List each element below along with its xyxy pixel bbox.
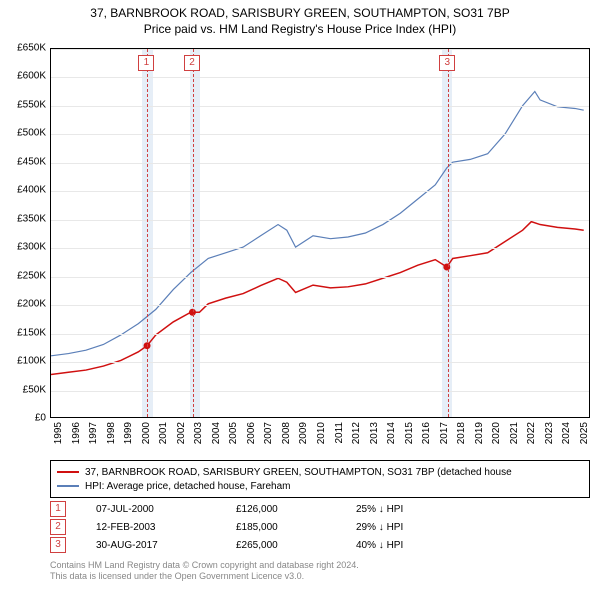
x-axis-label: 2003 [193,422,204,452]
x-axis-label: 2017 [439,422,450,452]
sales-diff: 29% ↓ HPI [356,522,476,533]
y-axis-label: £200K [2,299,46,310]
legend-label: HPI: Average price, detached house, Fare… [85,481,291,492]
sales-row: 2 12-FEB-2003£185,00029% ↓ HPI [50,518,590,536]
x-axis-label: 2002 [176,422,187,452]
legend-swatch-blue [57,485,79,487]
x-axis-label: 2022 [526,422,537,452]
legend-item: 37, BARNBROOK ROAD, SARISBURY GREEN, SOU… [57,465,583,479]
sales-table: 1 07-JUL-2000£126,00025% ↓ HPI 2 12-FEB-200… [50,500,590,554]
sales-marker-box: 3 [50,537,66,553]
x-axis-label: 2004 [211,422,222,452]
y-axis-label: £300K [2,242,46,253]
y-axis-label: £0 [2,413,46,424]
y-axis-label: £100K [2,356,46,367]
sales-price: £126,000 [236,504,356,515]
series-red [51,222,584,375]
sales-row: 3 30-AUG-2017£265,00040% ↓ HPI [50,536,590,554]
y-axis-label: £350K [2,213,46,224]
sales-diff: 40% ↓ HPI [356,540,476,551]
y-axis-label: £450K [2,156,46,167]
y-axis-label: £550K [2,99,46,110]
sale-marker-2: 2 [184,55,200,71]
attribution-line: Contains HM Land Registry data © Crown c… [50,560,590,571]
sales-marker-box: 1 [50,501,66,517]
sales-date: 30-AUG-2017 [96,540,236,551]
sales-date: 12-FEB-2003 [96,522,236,533]
x-axis-label: 2007 [263,422,274,452]
x-axis-label: 1995 [53,422,64,452]
x-axis-label: 2024 [561,422,572,452]
x-axis-label: 2021 [509,422,520,452]
sales-row: 1 07-JUL-2000£126,00025% ↓ HPI [50,500,590,518]
x-axis-label: 2000 [141,422,152,452]
x-axis-label: 1996 [71,422,82,452]
x-axis-label: 2023 [544,422,555,452]
y-axis-label: £650K [2,43,46,54]
x-axis-label: 2014 [386,422,397,452]
x-axis-label: 2013 [369,422,380,452]
x-axis-label: 2015 [404,422,415,452]
x-axis-label: 2025 [579,422,590,452]
x-axis-label: 1998 [106,422,117,452]
chart-title-address: 37, BARNBROOK ROAD, SARISBURY GREEN, SOU… [10,6,590,20]
sales-price: £185,000 [236,522,356,533]
x-axis-label: 2019 [474,422,485,452]
x-axis-label: 2012 [351,422,362,452]
sales-marker-box: 2 [50,519,66,535]
x-axis-label: 2010 [316,422,327,452]
y-axis-label: £600K [2,71,46,82]
y-axis-label: £150K [2,327,46,338]
attribution: Contains HM Land Registry data © Crown c… [50,560,590,582]
x-axis-label: 1999 [123,422,134,452]
x-axis-label: 2008 [281,422,292,452]
sale-marker-3: 3 [439,55,455,71]
chart-container: 37, BARNBROOK ROAD, SARISBURY GREEN, SOU… [0,0,600,590]
y-axis-label: £250K [2,270,46,281]
sale-marker-1: 1 [138,55,154,71]
sales-diff: 25% ↓ HPI [356,504,476,515]
y-axis-label: £500K [2,128,46,139]
y-axis-label: £400K [2,185,46,196]
x-axis-label: 1997 [88,422,99,452]
x-axis-label: 2016 [421,422,432,452]
legend: 37, BARNBROOK ROAD, SARISBURY GREEN, SOU… [50,460,590,498]
sales-price: £265,000 [236,540,356,551]
x-axis-label: 2018 [456,422,467,452]
legend-swatch-red [57,471,79,473]
title-block: 37, BARNBROOK ROAD, SARISBURY GREEN, SOU… [0,0,600,38]
x-axis-label: 2009 [298,422,309,452]
sales-date: 07-JUL-2000 [96,504,236,515]
legend-label: 37, BARNBROOK ROAD, SARISBURY GREEN, SOU… [85,467,512,478]
x-axis-label: 2005 [228,422,239,452]
x-axis-label: 2011 [334,422,345,452]
chart-subtitle: Price paid vs. HM Land Registry's House … [10,22,590,36]
x-axis-label: 2006 [246,422,257,452]
y-axis-label: £50K [2,384,46,395]
series-blue [51,91,584,355]
attribution-line: This data is licensed under the Open Gov… [50,571,590,582]
chart-plot-area [50,48,590,418]
x-axis-label: 2001 [158,422,169,452]
x-axis-label: 2020 [491,422,502,452]
legend-item: HPI: Average price, detached house, Fare… [57,479,583,493]
